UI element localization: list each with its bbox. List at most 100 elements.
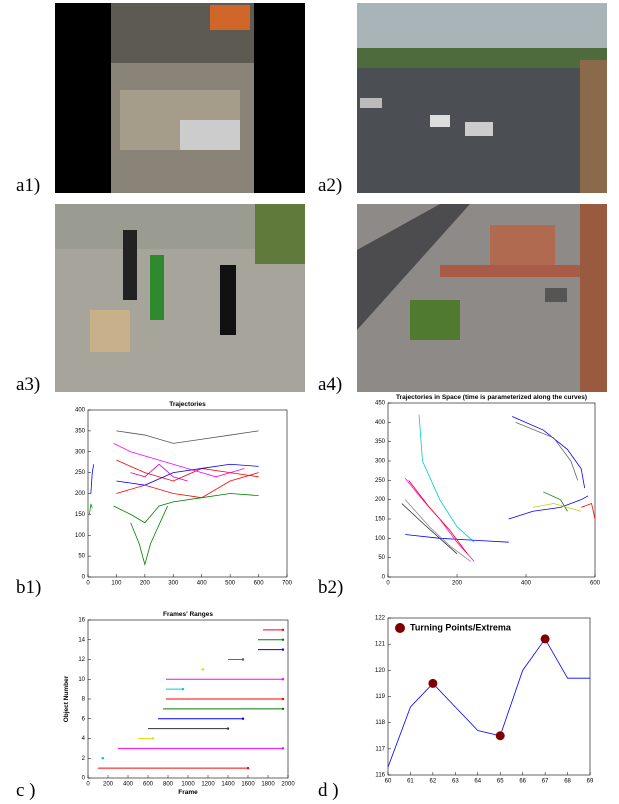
x-tick-label: 400	[521, 581, 532, 587]
chart-title: Frames' Ranges	[163, 611, 213, 618]
x-tick-label: 800	[163, 782, 174, 788]
y-tick-label: 116	[375, 773, 385, 779]
y-tick-label: 12	[78, 657, 85, 663]
panel-label: d )	[318, 780, 339, 801]
range-end	[242, 658, 244, 660]
range-end	[247, 767, 249, 769]
panel-label: a1)	[16, 175, 40, 196]
legend-label: Turning Points/Extrema	[410, 622, 512, 632]
y-tick-label: 200	[75, 491, 86, 497]
y-tick-label: 400	[75, 408, 86, 414]
chart-title: Trajectories in Space (time is parameter…	[396, 394, 587, 401]
x-tick-label: 60	[385, 779, 392, 785]
y-tick-label: 400	[375, 420, 386, 426]
y-tick-label: 0	[82, 575, 86, 581]
panel-label: b2)	[318, 577, 343, 598]
marker	[496, 731, 505, 740]
y-tick-label: 50	[78, 554, 85, 560]
y-tick-label: 200	[375, 497, 386, 503]
plot-frame	[88, 410, 287, 577]
x-axis-label: Frame	[178, 789, 198, 796]
y-tick-label: 250	[375, 478, 386, 484]
x-tick-label: 1200	[201, 782, 215, 788]
x-tick-label: 200	[452, 581, 463, 587]
x-tick-label: 68	[564, 779, 571, 785]
x-tick-label: 1800	[261, 782, 275, 788]
x-tick-label: 0	[86, 581, 90, 587]
figure: a1) a2) a3) a4) b1) b2) c ) d ) 01002003…	[0, 0, 619, 804]
x-tick-label: 700	[282, 581, 293, 587]
x-tick-label: 0	[386, 581, 390, 587]
x-tick-label: 200	[140, 581, 151, 587]
y-tick-label: 100	[75, 533, 86, 539]
x-tick-label: 300	[168, 581, 179, 587]
y-tick-label: 250	[75, 470, 86, 476]
x-tick-label: 67	[542, 779, 549, 785]
y-tick-label: 8	[82, 697, 86, 703]
y-tick-label: 2	[82, 756, 86, 762]
y-tick-label: 117	[375, 746, 385, 752]
marker	[541, 634, 550, 643]
range-end	[102, 757, 104, 759]
x-tick-label: 600	[590, 581, 601, 587]
range-end	[227, 727, 229, 729]
photo-a1	[55, 3, 305, 193]
x-tick-label: 63	[452, 779, 459, 785]
range-end	[282, 629, 284, 631]
x-tick-label: 0	[86, 782, 90, 788]
x-tick-label: 66	[519, 779, 526, 785]
range-end	[202, 668, 204, 670]
x-tick-label: 62	[430, 779, 437, 785]
y-axis-label: Object Number	[63, 675, 70, 722]
range-end	[282, 708, 284, 710]
range-end	[282, 747, 284, 749]
y-tick-label: 120	[375, 668, 386, 674]
y-tick-label: 14	[78, 637, 85, 643]
plot-frame	[388, 403, 595, 577]
y-tick-label: 122	[375, 616, 386, 622]
x-tick-label: 61	[407, 779, 414, 785]
x-tick-label: 1000	[181, 782, 195, 788]
panel-label: a3)	[16, 374, 40, 395]
panel-label: a2)	[318, 175, 342, 196]
y-tick-label: 6	[82, 716, 86, 722]
x-tick-label: 600	[254, 581, 265, 587]
panel-label: c )	[16, 780, 36, 801]
y-tick-label: 118	[375, 720, 385, 726]
y-tick-label: 350	[375, 439, 386, 445]
range-end	[242, 718, 244, 720]
y-tick-label: 4	[82, 736, 86, 742]
y-tick-label: 100	[375, 536, 386, 542]
y-tick-label: 119	[375, 694, 385, 700]
x-tick-label: 600	[143, 782, 154, 788]
marker	[428, 679, 437, 688]
y-tick-label: 300	[375, 459, 386, 465]
range-end	[152, 737, 154, 739]
range-end	[282, 698, 284, 700]
y-tick-label: 150	[75, 512, 86, 518]
x-tick-label: 2000	[281, 782, 295, 788]
range-end	[282, 648, 284, 650]
y-tick-label: 121	[375, 642, 386, 648]
x-tick-label: 1600	[241, 782, 255, 788]
range-end	[282, 639, 284, 641]
range-end	[182, 688, 184, 690]
page: a1) a2) a3) a4) b1) b2) c ) d ) 01002003…	[0, 0, 619, 804]
x-tick-label: 200	[103, 782, 114, 788]
plot-frame	[388, 618, 590, 775]
x-tick-label: 65	[497, 779, 504, 785]
y-tick-label: 350	[75, 428, 86, 434]
x-tick-label: 1400	[221, 782, 235, 788]
photo-a3	[55, 204, 305, 392]
x-tick-label: 64	[474, 779, 481, 785]
x-tick-label: 400	[123, 782, 134, 788]
photo-a4	[357, 204, 607, 392]
panel-label: a4)	[318, 374, 342, 395]
y-tick-label: 300	[75, 449, 86, 455]
panel-label: b1)	[16, 577, 41, 598]
y-tick-label: 50	[378, 555, 385, 561]
x-tick-label: 69	[587, 779, 594, 785]
y-tick-label: 450	[375, 401, 386, 407]
x-tick-label: 100	[111, 581, 122, 587]
chart-title: Trajectories	[169, 401, 206, 408]
